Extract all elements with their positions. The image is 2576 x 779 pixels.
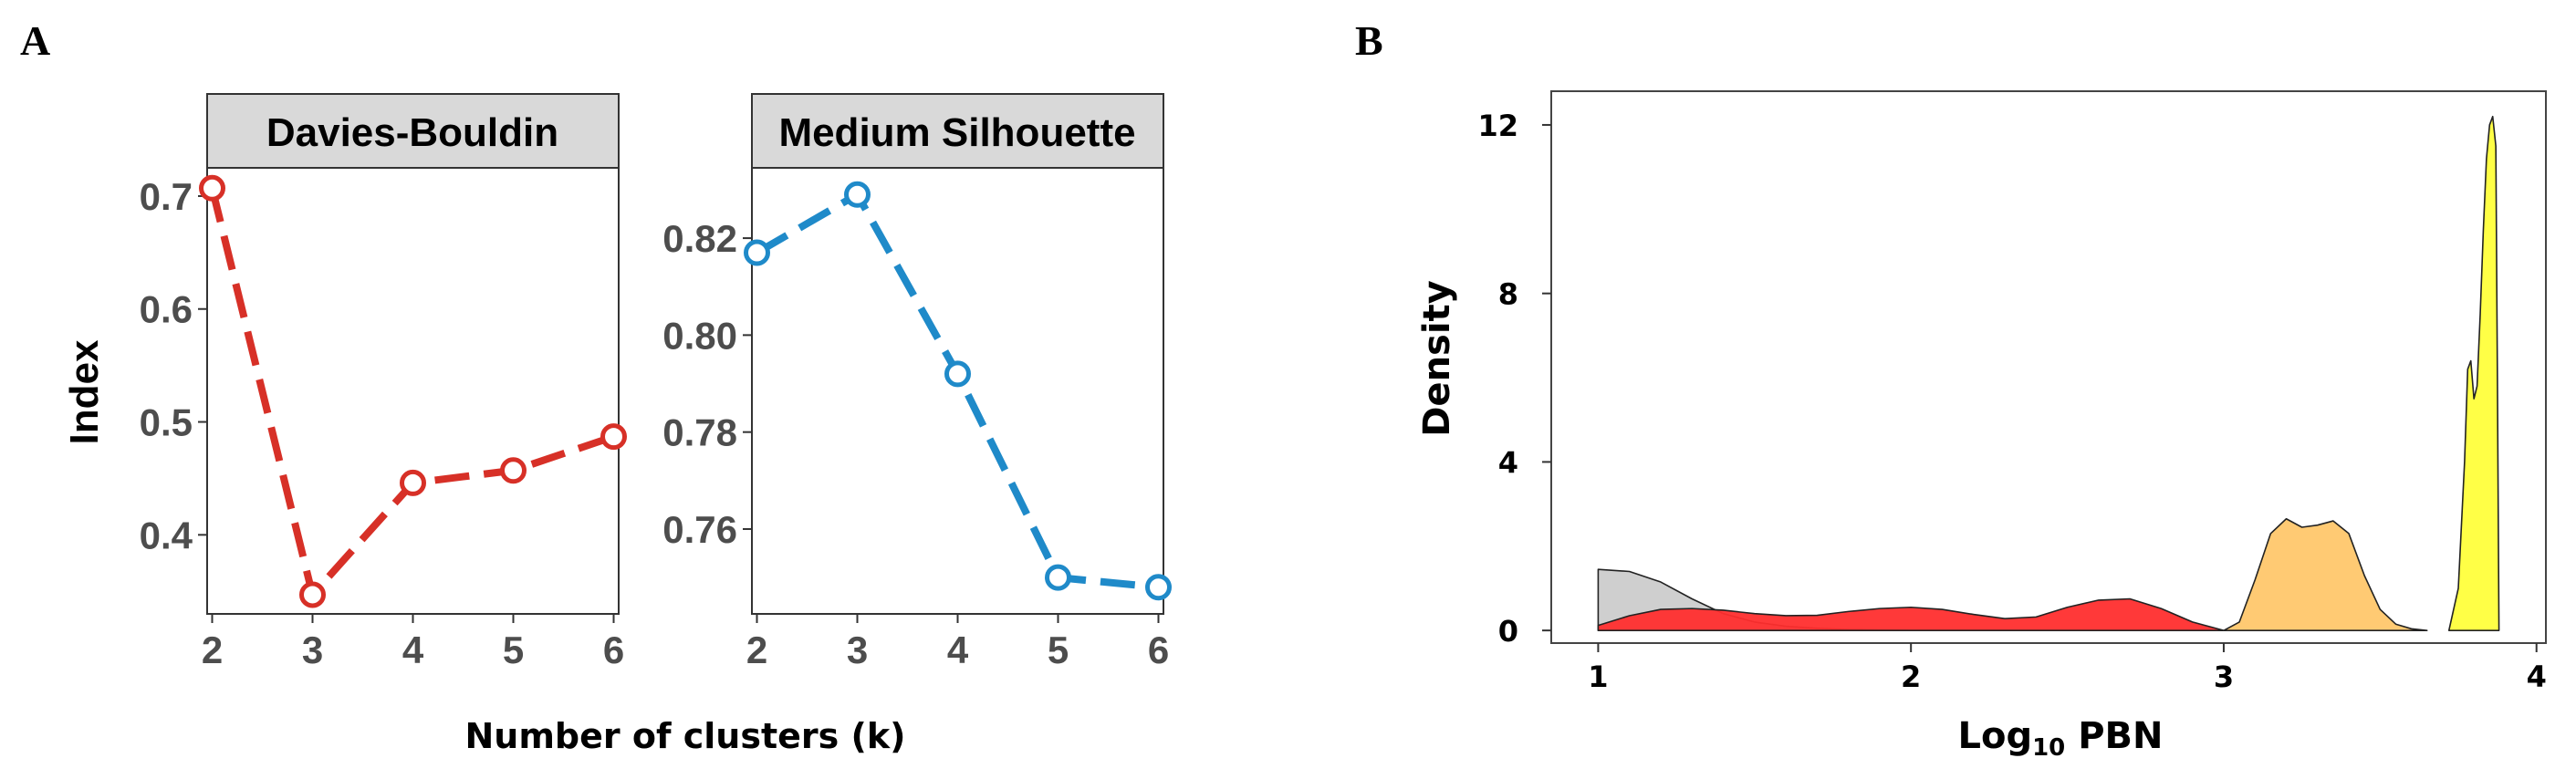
facet-strip-medium-silhouette bbox=[751, 93, 1164, 169]
x-axis-title-clusters: Number of clusters (k) bbox=[464, 716, 905, 756]
davies-bouldin-x-tick-label: 4 bbox=[402, 628, 424, 671]
density-area-red bbox=[1597, 597, 2225, 631]
facet-strip-davies-bouldin bbox=[206, 93, 620, 169]
medium-silhouette-point-k5 bbox=[1045, 564, 1071, 591]
davies-bouldin-point-k3 bbox=[299, 581, 326, 608]
x-axis-title-log: Log bbox=[1957, 715, 2032, 757]
density-area-yellow bbox=[2447, 115, 2500, 631]
density-x-tick-label: 1 bbox=[1588, 660, 1608, 694]
davies-bouldin-y-tick-label: 0.6 bbox=[140, 288, 193, 331]
y-axis-title-index: Index bbox=[62, 339, 107, 444]
density-y-tick-label: 4 bbox=[1498, 445, 1518, 480]
davies-bouldin-x-tick-label: 6 bbox=[603, 628, 624, 671]
davies-bouldin-x-tick-label: 2 bbox=[202, 628, 223, 671]
davies-bouldin-y-tick-label: 0.4 bbox=[140, 514, 193, 556]
medium-silhouette-y-tick-label: 0.82 bbox=[662, 217, 737, 260]
davies-bouldin-point-k6 bbox=[600, 423, 627, 451]
density-plot-frame bbox=[1550, 90, 2547, 644]
panel-label-a: A bbox=[20, 17, 50, 64]
medium-silhouette-y-tick-label: 0.78 bbox=[662, 411, 737, 454]
medium-silhouette-point-k4 bbox=[944, 360, 971, 388]
facet-medium-silhouette: Medium Silhouette 2 3 4 5 6 0.76 0.78 0.80 0.82 bbox=[662, 93, 1172, 671]
davies-bouldin-point-k4 bbox=[400, 469, 426, 496]
density-y-tick-label: 12 bbox=[1477, 109, 1518, 143]
medium-silhouette-y-tick-label: 0.76 bbox=[662, 508, 737, 551]
medium-silhouette-x-tick-label: 2 bbox=[746, 628, 767, 671]
density-area-orange bbox=[2223, 517, 2428, 631]
density-x-tick-label: 3 bbox=[2214, 660, 2234, 694]
density-x-tick-label: 2 bbox=[1901, 660, 1921, 694]
facet-title-davies-bouldin: Davies-Bouldin bbox=[266, 110, 558, 155]
medium-silhouette-point-k2 bbox=[744, 239, 770, 266]
davies-bouldin-y-tick-label: 0.5 bbox=[140, 401, 193, 444]
davies-bouldin-point-k5 bbox=[500, 457, 527, 484]
medium-silhouette-point-k6 bbox=[1145, 574, 1172, 601]
medium-silhouette-point-k3 bbox=[844, 181, 871, 208]
medium-silhouette-y-tick-label: 0.80 bbox=[662, 314, 737, 357]
medium-silhouette-x-tick-label: 5 bbox=[1048, 628, 1069, 671]
plot-frame-davies-bouldin bbox=[206, 167, 620, 615]
davies-bouldin-x-tick-label: 3 bbox=[302, 628, 323, 671]
davies-bouldin-x-tick-label: 5 bbox=[503, 628, 524, 671]
davies-bouldin-point-k2 bbox=[199, 174, 225, 202]
medium-silhouette-x-tick-label: 6 bbox=[1148, 628, 1169, 671]
x-axis-title-subscript: 10 bbox=[2032, 734, 2065, 762]
density-y-tick-label: 0 bbox=[1498, 614, 1518, 649]
medium-silhouette-x-tick-label: 4 bbox=[947, 628, 969, 671]
density-x-tick-label: 4 bbox=[2527, 660, 2547, 694]
plot-frame-medium-silhouette bbox=[751, 167, 1164, 615]
facet-davies-bouldin: Davies-Bouldin 2 3 4 5 6 0.4 0.5 0.6 0.7 bbox=[140, 93, 627, 671]
x-axis-title-log10-pbn: Log10 PBN bbox=[1957, 715, 2163, 762]
y-axis-title-density: Density bbox=[1416, 280, 1458, 437]
medium-silhouette-x-tick-label: 3 bbox=[847, 628, 868, 671]
facet-title-medium-silhouette: Medium Silhouette bbox=[778, 110, 1135, 155]
davies-bouldin-y-tick-label: 0.7 bbox=[140, 175, 193, 218]
x-axis-title-pbn: PBN bbox=[2065, 715, 2163, 757]
density-y-tick-label: 8 bbox=[1498, 277, 1518, 312]
panel-label-b: B bbox=[1355, 17, 1383, 64]
